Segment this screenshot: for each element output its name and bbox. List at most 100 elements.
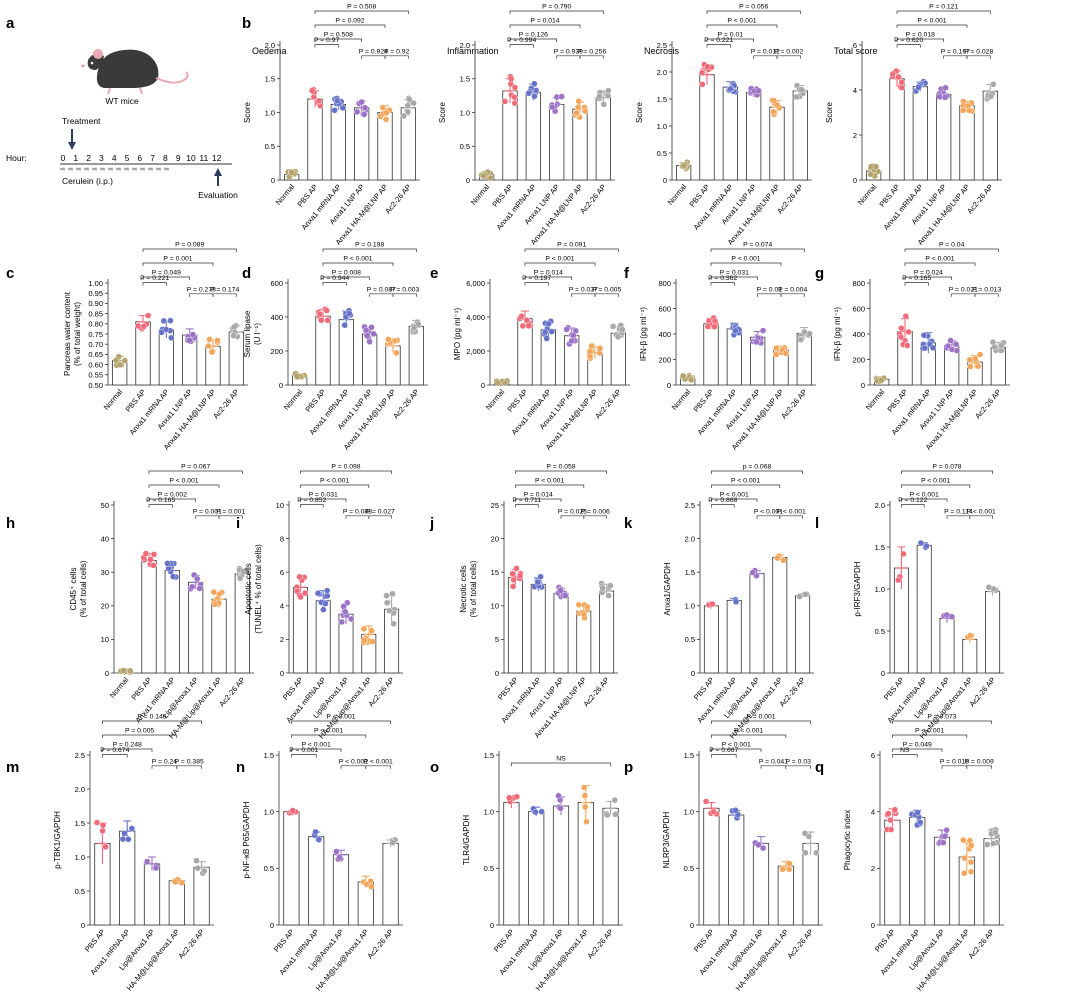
- y-tick-label: 0: [481, 381, 485, 390]
- bar: [933, 836, 951, 926]
- significance-bracket: [151, 765, 178, 769]
- data-point: [557, 587, 564, 594]
- data-point: [920, 332, 928, 339]
- bar: [982, 90, 998, 181]
- y-tick-label: 0: [271, 176, 275, 185]
- data-point: [802, 591, 809, 598]
- data-point: [518, 313, 525, 320]
- data-point: [898, 84, 906, 91]
- data-point: [171, 878, 179, 885]
- y-tick-label: 2: [871, 864, 875, 873]
- data-point: [575, 103, 582, 111]
- data-point: [786, 860, 793, 867]
- p-value-label: P = 0.165: [146, 497, 175, 504]
- p-value-label: P = 0.091: [557, 242, 586, 249]
- data-point: [610, 323, 617, 330]
- data-point: [158, 329, 165, 336]
- data-point: [749, 569, 756, 576]
- y-tick-label: 10: [491, 602, 499, 611]
- p-value-label: P = 0.028: [964, 48, 993, 55]
- p-value-label: P = 0.04: [939, 242, 965, 249]
- data-point: [987, 93, 995, 100]
- p-value-label: P < 0.001: [727, 18, 756, 25]
- data-point: [360, 625, 368, 633]
- data-point: [211, 601, 219, 608]
- data-point: [575, 601, 583, 608]
- data-point: [779, 866, 786, 873]
- significance-bracket: [148, 504, 173, 508]
- p-value-label: P < 0.001: [910, 492, 939, 499]
- data-point: [698, 69, 706, 76]
- data-point: [336, 854, 343, 861]
- data-point: [699, 81, 706, 88]
- y-tick-label: 2,000: [466, 347, 485, 356]
- significance-bracket: [384, 55, 409, 59]
- data-point: [773, 101, 781, 109]
- data-point: [687, 376, 695, 384]
- y-axis-label-line2: (% of total cells): [79, 560, 88, 617]
- p-value-label: P < 0.001: [915, 728, 944, 735]
- data-point: [573, 109, 580, 117]
- data-point: [125, 836, 132, 843]
- y-tick-label: 25: [491, 501, 499, 510]
- significance-bracket: [892, 754, 918, 758]
- y-tick-label: 4: [871, 807, 875, 816]
- data-point: [802, 849, 809, 856]
- data-point: [984, 841, 991, 848]
- data-point: [961, 870, 968, 877]
- data-point: [581, 803, 589, 811]
- data-point: [347, 615, 355, 623]
- y-axis-label: NLRP3/GAPDH: [662, 812, 671, 869]
- bar: [188, 581, 204, 674]
- data-point: [900, 550, 907, 558]
- data-point: [711, 323, 718, 330]
- significance-bracket: [711, 754, 737, 758]
- data-point: [596, 345, 604, 352]
- data-point: [188, 583, 196, 590]
- bar: [377, 112, 393, 181]
- data-point: [206, 336, 213, 343]
- y-tick-label: 0: [279, 381, 283, 390]
- significance-bracket: [300, 470, 392, 474]
- y-tick-label: 1.00: [88, 279, 103, 288]
- data-point: [116, 361, 124, 368]
- y-tick-label: 0.60: [88, 360, 103, 369]
- p-value-label: P < 0.001: [731, 256, 760, 263]
- data-point: [614, 333, 622, 341]
- data-point: [168, 334, 175, 342]
- p-value-label: P = 0.667: [709, 747, 738, 754]
- significance-bracket: [148, 498, 197, 502]
- data-point: [296, 573, 303, 581]
- y-axis-label: p-IRF3/GAPDH: [853, 561, 862, 616]
- p-value-label: P = 0.198: [355, 242, 384, 249]
- data-point: [383, 599, 391, 607]
- p-value-label: P = 0.146: [137, 714, 166, 721]
- significance-bracket: [291, 748, 342, 752]
- y-tick-label: 2: [280, 635, 284, 644]
- p-value-label: P = 0.014: [524, 492, 553, 499]
- data-point: [773, 554, 781, 562]
- hour-ticks: 0 1 2 3 4 5 6 7 8 9 10 11 12: [60, 153, 232, 165]
- p-value-label: P = 0.852: [297, 497, 326, 504]
- significance-bracket: [966, 55, 991, 59]
- chart-c: c 0.500.55 0.600.650.700.750.80 0.850.900.9…: [6, 242, 248, 452]
- data-point: [759, 844, 767, 852]
- data-point: [201, 867, 208, 875]
- category-label: PBS AP: [492, 928, 516, 954]
- category-label: Normal: [856, 182, 879, 207]
- data-point: [989, 338, 997, 346]
- p-value-label: NS: [900, 747, 910, 754]
- y-axis-label: Serum lipase: [243, 310, 252, 357]
- p-value-label: p = 0.068: [743, 464, 772, 471]
- data-point: [205, 342, 212, 350]
- significance-bracket: [594, 293, 619, 297]
- y-tick-label: 1.5: [684, 751, 694, 760]
- y-tick-label: 2.0: [657, 68, 667, 77]
- bar: [939, 618, 955, 674]
- bar: [772, 557, 788, 674]
- data-point: [887, 816, 894, 824]
- data-point: [558, 93, 565, 100]
- significance-bracket: [300, 498, 347, 502]
